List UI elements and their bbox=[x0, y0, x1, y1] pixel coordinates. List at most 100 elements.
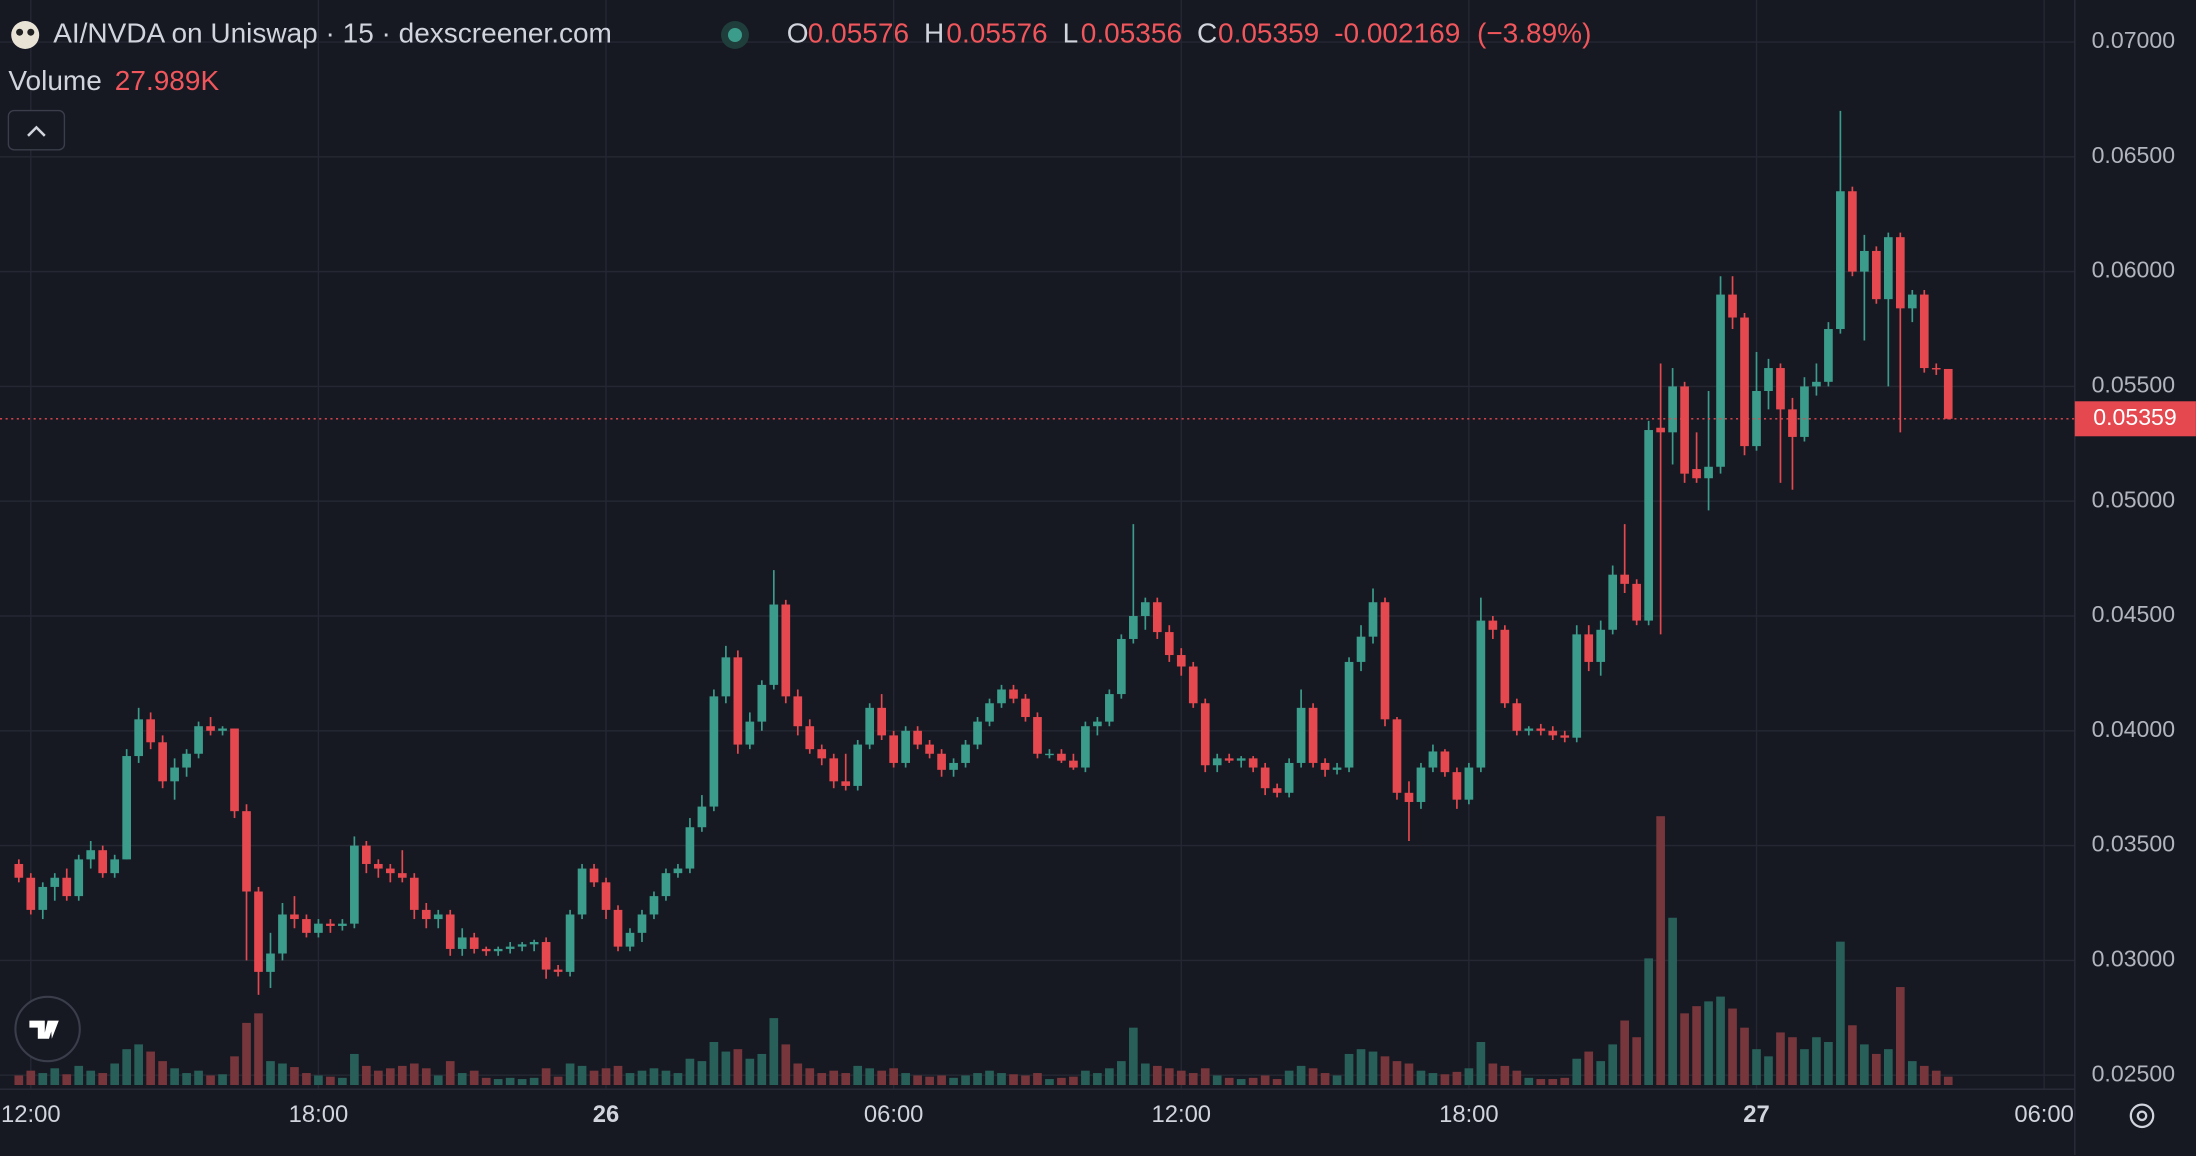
volume-bar bbox=[146, 1051, 155, 1086]
candle-body bbox=[1069, 760, 1078, 768]
volume-bar bbox=[913, 1075, 922, 1086]
volume-bar bbox=[326, 1076, 335, 1086]
candle-body bbox=[421, 909, 431, 920]
volume-bar bbox=[1860, 1044, 1869, 1086]
volume-bar bbox=[1033, 1073, 1042, 1086]
volume-bar bbox=[409, 1063, 419, 1086]
candle-body bbox=[1740, 317, 1749, 447]
volume-bar bbox=[589, 1070, 599, 1086]
candle-body bbox=[1308, 707, 1318, 763]
volume-bar bbox=[1824, 1041, 1833, 1086]
candle-body bbox=[445, 914, 455, 949]
candle-body bbox=[110, 859, 120, 874]
candle-body bbox=[1488, 620, 1498, 630]
candle-body bbox=[805, 726, 815, 750]
volume-bar bbox=[817, 1073, 827, 1086]
volume-bar bbox=[781, 1044, 791, 1086]
candle-body bbox=[1140, 602, 1150, 617]
tv-logo[interactable] bbox=[14, 995, 81, 1063]
candle-body bbox=[1344, 661, 1354, 768]
volume-bar bbox=[1093, 1073, 1102, 1086]
settings-button[interactable] bbox=[2129, 1103, 2155, 1129]
volume-bar bbox=[457, 1073, 467, 1086]
volume-bar bbox=[865, 1068, 875, 1086]
candles bbox=[14, 110, 1953, 995]
candle-body bbox=[1560, 735, 1570, 738]
candle-body bbox=[1284, 762, 1294, 793]
y-tick-label: 0.03000 bbox=[2092, 946, 2175, 972]
volume-bar bbox=[1608, 1044, 1618, 1086]
candle-body bbox=[1860, 250, 1869, 272]
volume-bar bbox=[1009, 1074, 1018, 1086]
volume-bar bbox=[853, 1065, 863, 1086]
y-tick-label: 0.07000 bbox=[2092, 27, 2175, 53]
candle-body bbox=[469, 937, 479, 949]
volume-bar bbox=[1776, 1032, 1785, 1086]
candle-body bbox=[134, 719, 143, 757]
candle-body bbox=[1572, 634, 1582, 738]
volume-bar bbox=[1800, 1049, 1809, 1086]
candle-body bbox=[721, 657, 731, 697]
volume-bar bbox=[901, 1073, 910, 1086]
candle-body bbox=[949, 762, 958, 770]
collapse-button-box[interactable] bbox=[7, 109, 66, 151]
settings-icon[interactable] bbox=[2129, 1103, 2155, 1129]
candle-body bbox=[1692, 469, 1701, 479]
candle-body bbox=[350, 845, 359, 924]
candle-body bbox=[1200, 703, 1210, 766]
volume-bar bbox=[1620, 1020, 1630, 1086]
candle-body bbox=[1512, 703, 1522, 731]
tv-logo-glyph[interactable] bbox=[29, 1020, 59, 1039]
candle-body bbox=[1476, 620, 1486, 768]
candle-body bbox=[481, 948, 491, 952]
volume-bar bbox=[62, 1074, 72, 1086]
volume-bar bbox=[637, 1070, 647, 1086]
candle-body bbox=[709, 696, 719, 807]
y-tick-label: 0.03500 bbox=[2092, 831, 2175, 857]
candle-body bbox=[1752, 391, 1761, 447]
candle-body bbox=[493, 948, 503, 952]
candle-body bbox=[661, 873, 671, 897]
volume-bar bbox=[266, 1061, 275, 1086]
token-icon-eye bbox=[16, 28, 24, 36]
candle-body bbox=[457, 937, 467, 949]
candle-body bbox=[901, 730, 910, 763]
candle-body bbox=[1081, 726, 1090, 768]
candle-body bbox=[769, 604, 779, 685]
volume-bar bbox=[194, 1070, 203, 1086]
candle-body bbox=[1656, 427, 1665, 433]
candle-body bbox=[1320, 762, 1330, 770]
collapse-button[interactable] bbox=[7, 109, 66, 151]
x-tick-label: 26 bbox=[593, 1101, 619, 1128]
volume-bar bbox=[1524, 1077, 1534, 1086]
candle-body bbox=[1332, 767, 1342, 770]
candle-body bbox=[38, 886, 48, 910]
volume-bar bbox=[1069, 1076, 1078, 1086]
volume-bar bbox=[1943, 1076, 1953, 1086]
candle-body bbox=[74, 859, 84, 897]
volume-bar bbox=[98, 1073, 108, 1086]
volume-bar bbox=[26, 1070, 36, 1086]
volume-bar bbox=[1895, 987, 1905, 1086]
volume-bar bbox=[362, 1065, 371, 1086]
candle-body bbox=[985, 703, 994, 722]
volume-bar bbox=[877, 1070, 887, 1086]
candle-body bbox=[433, 914, 443, 920]
volume-bar bbox=[1931, 1070, 1941, 1086]
candle-body bbox=[326, 923, 335, 926]
candle-body bbox=[997, 689, 1006, 704]
volume-bar bbox=[1105, 1068, 1114, 1086]
candle-body bbox=[146, 719, 155, 743]
volume-bar bbox=[1392, 1061, 1402, 1086]
candle-body bbox=[1728, 294, 1737, 318]
volume-bar bbox=[1476, 1041, 1486, 1086]
volume-bar bbox=[625, 1073, 635, 1086]
y-tick-label: 0.05500 bbox=[2092, 372, 2175, 398]
candle-body bbox=[745, 721, 755, 745]
candle-body bbox=[1848, 191, 1857, 272]
collapse-icon[interactable] bbox=[27, 125, 46, 137]
settings-icon-center[interactable] bbox=[2136, 1110, 2148, 1122]
volume-bar bbox=[218, 1074, 227, 1086]
candle-body bbox=[1057, 753, 1066, 761]
